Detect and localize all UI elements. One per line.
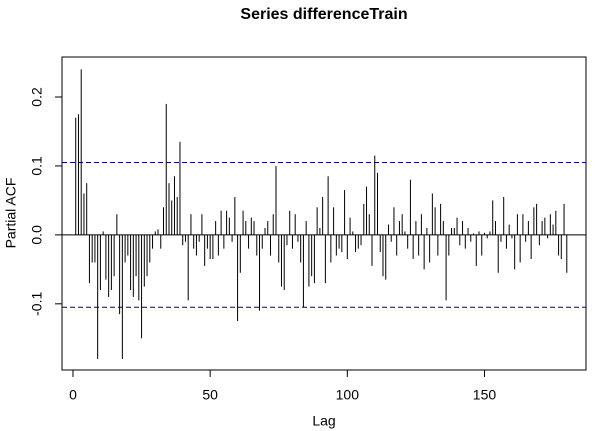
y-tick-label: 0.1 [29, 156, 45, 176]
x-tick-label: 0 [69, 387, 77, 403]
x-tick-label: 100 [336, 387, 360, 403]
y-tick-label: 0.0 [29, 225, 45, 245]
x-tick-label: 150 [473, 387, 497, 403]
y-tick-label: 0.2 [29, 87, 45, 107]
y-axis-label: Partial ACF [3, 178, 19, 249]
x-tick-label: 50 [202, 387, 218, 403]
x-axis-label: Lag [312, 413, 335, 429]
chart-title: Series differenceTrain [240, 6, 407, 23]
plot-box [61, 56, 587, 371]
y-tick-label: -0.1 [29, 292, 45, 316]
